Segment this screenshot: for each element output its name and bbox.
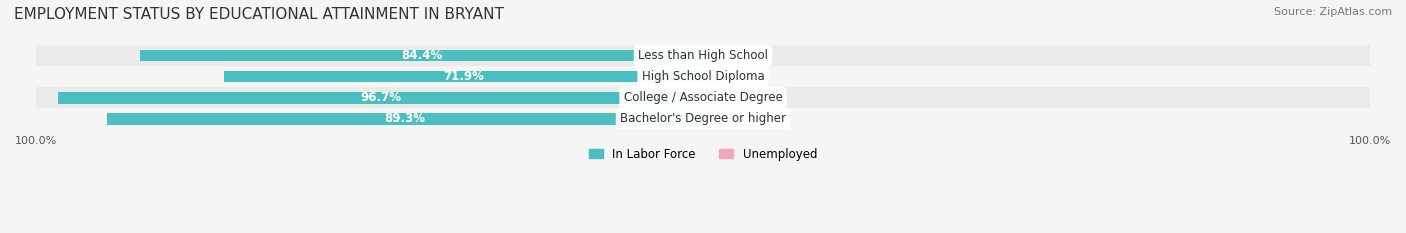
- Bar: [37, 108, 1369, 129]
- Bar: [58, 92, 703, 104]
- Text: High School Diploma: High School Diploma: [641, 70, 765, 83]
- Bar: [224, 71, 703, 82]
- Bar: [37, 45, 1369, 66]
- Bar: [107, 113, 703, 125]
- Text: 96.7%: 96.7%: [360, 91, 401, 104]
- Bar: [141, 50, 703, 62]
- Bar: [703, 92, 723, 104]
- Text: 89.3%: 89.3%: [385, 112, 426, 125]
- Legend: In Labor Force, Unemployed: In Labor Force, Unemployed: [583, 143, 823, 165]
- Bar: [37, 66, 1369, 87]
- Text: EMPLOYMENT STATUS BY EDUCATIONAL ATTAINMENT IN BRYANT: EMPLOYMENT STATUS BY EDUCATIONAL ATTAINM…: [14, 7, 503, 22]
- Text: 0.0%: 0.0%: [733, 91, 762, 104]
- Text: 84.4%: 84.4%: [401, 49, 441, 62]
- Bar: [703, 71, 723, 82]
- Text: 0.0%: 0.0%: [733, 70, 762, 83]
- Text: Bachelor's Degree or higher: Bachelor's Degree or higher: [620, 112, 786, 125]
- Text: 0.0%: 0.0%: [733, 112, 762, 125]
- Bar: [703, 113, 723, 125]
- Text: College / Associate Degree: College / Associate Degree: [624, 91, 782, 104]
- Text: 0.0%: 0.0%: [733, 49, 762, 62]
- Text: Less than High School: Less than High School: [638, 49, 768, 62]
- Text: 71.9%: 71.9%: [443, 70, 484, 83]
- Bar: [37, 87, 1369, 108]
- Text: Source: ZipAtlas.com: Source: ZipAtlas.com: [1274, 7, 1392, 17]
- Bar: [703, 50, 723, 62]
